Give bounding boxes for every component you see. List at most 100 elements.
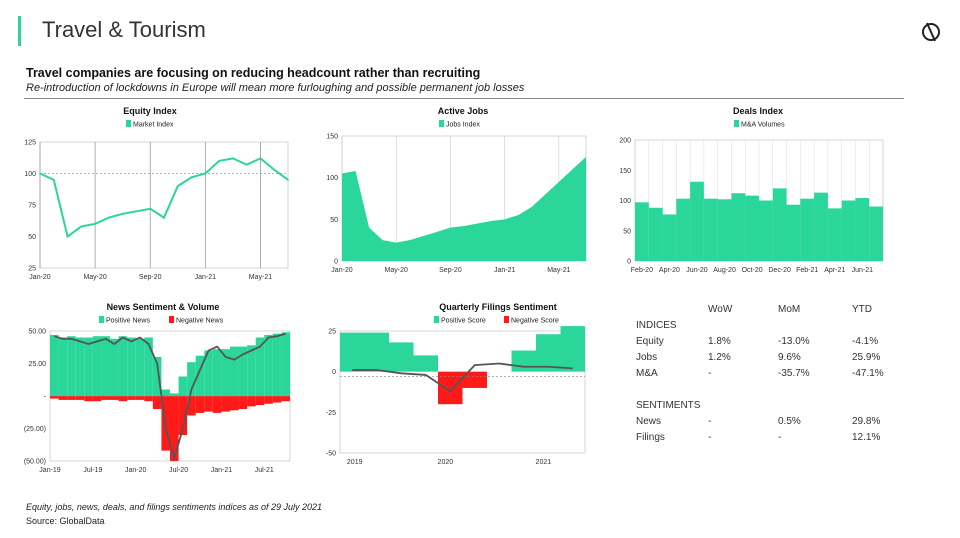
y-tick-label: 75 [28,203,36,210]
row-wow: - [708,432,712,443]
chart-title: Active Jobs [438,106,489,116]
sentiments-label: SENTIMENTS [636,400,701,411]
bar-negative [187,396,196,416]
page-title: Travel & Tourism [42,17,206,42]
globaldata-logo-icon [922,22,940,42]
chart-title: Quarterly Filings Sentiment [439,302,557,312]
data-point [259,157,262,160]
bar [814,192,828,261]
data-point [176,185,179,187]
x-tick-label: Aug-20 [713,267,736,274]
bar-positive [58,337,68,396]
bar-positive [204,350,213,396]
row-wow: 1.2% [708,352,731,363]
x-tick-label: May-21 [547,267,570,274]
row-wow: - [708,416,712,427]
row-ytd: 29.8% [852,416,881,427]
data-point [52,179,55,181]
data-point [245,163,248,166]
x-tick-label: Jan-20 [331,267,353,274]
x-tick-label: May-20 [385,267,408,274]
bar-positive [50,334,59,396]
row-label: Filings [636,432,665,443]
row-label: Jobs [636,352,658,363]
indices-label: INDICES [636,320,677,331]
bar-positive [101,336,110,396]
row-wow: - [708,368,712,379]
bar-positive [67,336,76,396]
bar [676,198,691,261]
bar-negative [212,396,222,413]
bar-positive [135,338,145,396]
plot-area [339,330,586,454]
chart-title: News Sentiment & Volume [107,302,220,312]
row-label: Equity [636,336,664,347]
bar-negative [264,396,273,404]
bar-positive [127,337,136,396]
bar-positive [75,337,85,396]
header-ytd: YTD [852,304,872,315]
bar-negative [247,396,256,407]
bar [841,200,856,261]
bar-negative [92,396,102,402]
x-tick-label: 2019 [347,459,363,466]
bar-negative [152,396,162,409]
bar [869,206,883,261]
row-mom: -35.7% [778,368,810,379]
series-area-jobs-index [342,156,586,261]
row-label: M&A [636,368,658,379]
row-ytd: 25.9% [852,352,881,363]
bar-positive [118,336,128,396]
bar-positive [364,332,389,372]
series-line-market-index [39,157,289,239]
deals-index-chart: Deals Index M&A Volumes 200 150 100 50 0 Feb-20… [600,100,900,295]
x-tick-label: Apr-21 [824,267,845,274]
bar-negative [221,396,230,412]
news-sentiment-chart: News Sentiment & Volume Positive News Nega… [0,296,310,486]
data-point [149,207,152,210]
subheadline: Re-introduction of lockdowns in Europe w… [26,82,525,94]
row-mom: - [778,432,782,443]
data-point [39,172,41,175]
x-tick-label: Jul-20 [169,467,188,474]
bar-positive [161,389,170,396]
bar-negative [118,396,128,402]
data-point [66,235,69,238]
data-point [204,172,207,175]
y-tick-label: 25 [28,266,36,273]
legend-swatch [99,316,104,323]
bar-positive [178,376,188,396]
data-point [273,168,276,171]
bar-positive [413,355,438,372]
y-tick-label: 100 [24,171,36,178]
bar [717,199,732,261]
data-point [108,216,110,219]
y-tick-label: - [44,394,47,401]
bar-negative [230,396,239,411]
y-tick-label: (25.00) [24,426,46,433]
x-tick-label: Jan-21 [211,467,233,474]
legend-label: Negative Score [511,318,559,325]
bar [800,198,815,261]
x-tick-label: Jan-19 [39,467,61,474]
bar-positive [170,393,179,396]
series-line-net-sentiment [54,332,286,462]
row-mom: 9.6% [778,352,801,363]
row-ytd: 12.1% [852,432,881,443]
y-tick-label: 0 [334,259,338,266]
bar-positive [281,332,290,396]
legend-label: Jobs Index [446,122,480,129]
bar-positive [264,334,273,396]
legend-swatch [126,120,131,127]
bar [759,200,773,261]
x-tick-label: Dec-20 [768,267,791,274]
bar [690,181,704,261]
bar-positive [238,346,248,396]
row-ytd: -4.1% [852,336,879,347]
bar-positive [187,362,196,396]
bar-negative [135,396,145,400]
bar-negative [170,396,179,461]
filings-sentiment-chart: Quarterly Filings Sentiment Positive Scor… [305,296,605,486]
y-tick-label: 50.00 [28,329,46,336]
bar-positive [511,350,536,372]
